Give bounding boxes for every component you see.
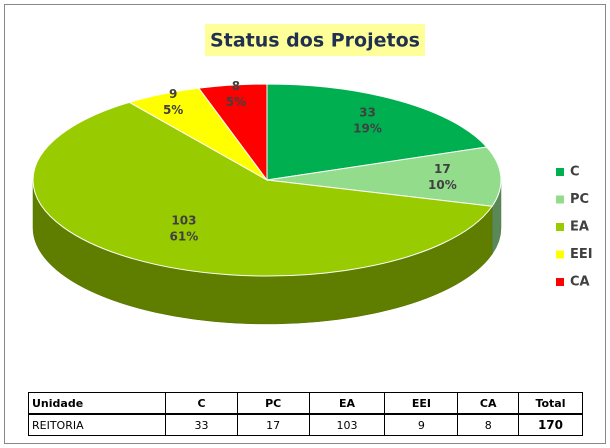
table-cell: 33 <box>165 413 238 436</box>
legend-swatch <box>556 223 564 231</box>
slice <box>266 146 502 207</box>
header-cell: Total <box>517 392 584 415</box>
header-cell: PC <box>236 392 310 415</box>
title-highlight <box>205 24 425 56</box>
data-table: Unidade C PC EA EEI CA Total REITORIA 33 17 103 9 8 1… <box>27 392 584 436</box>
table-cell: 17 <box>236 413 310 436</box>
data-label: 8 <box>232 79 240 93</box>
table-row: REITORIA 33 17 103 9 8 170 <box>27 413 584 436</box>
legend-label: EEI <box>570 247 593 262</box>
percent-label: 5% <box>163 103 183 117</box>
percent-label: 19% <box>353 121 382 135</box>
percent-label: 5% <box>226 95 246 109</box>
slice <box>197 83 268 182</box>
legend: C PC EA EEI CA <box>556 165 593 290</box>
data-label: 9 <box>169 87 177 101</box>
legend-label: CA <box>570 275 590 290</box>
header-row: Unidade C PC EA EEI CA Total <box>27 392 584 415</box>
legend-swatch <box>556 278 564 286</box>
slice <box>32 101 493 277</box>
percent-label: 61% <box>170 229 199 243</box>
chart-title: Status dos Projetos <box>210 30 420 52</box>
header-cell: Unidade <box>27 392 167 415</box>
header-cell: C <box>165 392 238 415</box>
header-cell: CA <box>457 392 519 415</box>
table-cell: 170 <box>517 413 584 436</box>
legend-label: EA <box>570 220 589 235</box>
header-cell: EA <box>308 392 386 415</box>
table-cell: 8 <box>457 413 519 436</box>
table-cell: 9 <box>384 413 459 436</box>
table-cell: 103 <box>308 413 386 436</box>
legend-label: C <box>570 165 580 180</box>
legend-label: PC <box>570 192 589 207</box>
table-cell: REITORIA <box>27 413 167 436</box>
percent-label: 10% <box>428 178 457 192</box>
pie: 33 19% 17 10% 103 61% 9 5% 8 5% <box>32 79 502 325</box>
data-label: 103 <box>171 213 196 227</box>
legend-swatch <box>556 250 564 259</box>
data-label: 33 <box>359 105 376 119</box>
slice <box>266 83 488 181</box>
data-label: 17 <box>434 162 451 176</box>
legend-swatch <box>556 195 564 204</box>
legend-swatch <box>556 168 564 176</box>
header-cell: EEI <box>384 392 459 415</box>
